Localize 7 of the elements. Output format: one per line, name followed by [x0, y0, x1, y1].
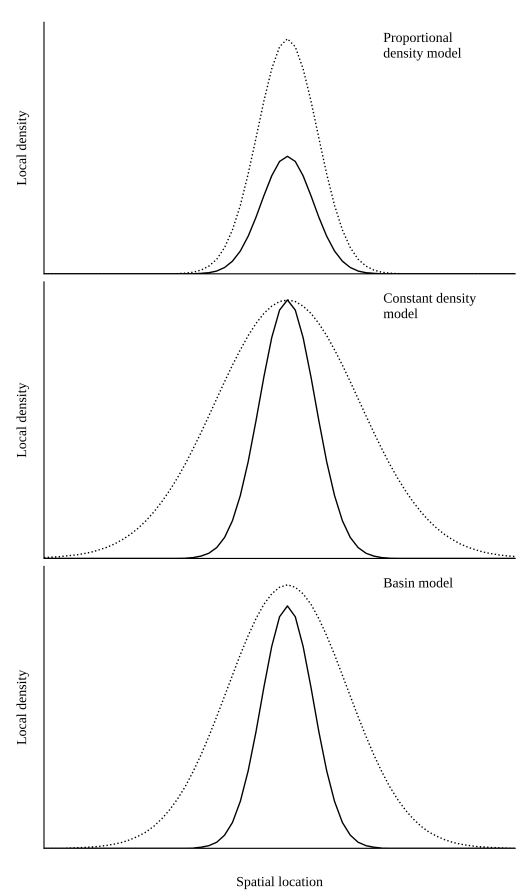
x-axis-title: Spatial location [237, 876, 323, 890]
annotation: Constant density model [384, 292, 476, 318]
annotation: Proportional density model [384, 32, 462, 60]
y-axis-title: Local density [16, 110, 30, 186]
y-axis-title: Local density [16, 382, 30, 458]
annotation: Basin model [384, 578, 453, 588]
y-axis-title: Local density [16, 670, 30, 745]
